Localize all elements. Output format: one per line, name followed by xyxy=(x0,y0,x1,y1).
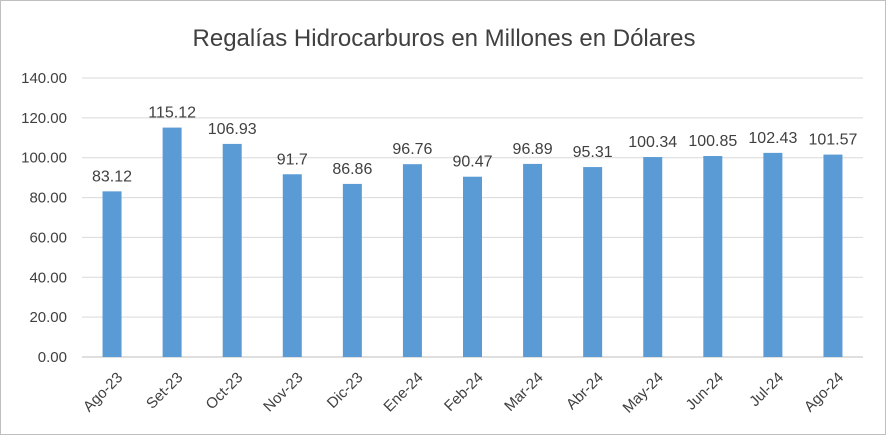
y-tick-label: 40.00 xyxy=(29,269,67,286)
x-tick-label: Jul-24 xyxy=(746,369,787,410)
data-label: 101.57 xyxy=(808,132,857,149)
x-tick-label: Nov-23 xyxy=(260,369,306,415)
chart-title: Regalías Hidrocarburos en Millones en Dó… xyxy=(193,25,696,52)
bar xyxy=(703,156,723,357)
x-tick-label: Jun-24 xyxy=(683,369,727,413)
bar xyxy=(463,176,482,357)
data-label: 90.47 xyxy=(452,154,492,171)
x-tick-label: Oct-23 xyxy=(203,369,247,413)
data-label: 96.89 xyxy=(513,141,553,158)
y-tick-label: 60.00 xyxy=(29,229,67,246)
x-tick-label: Feb-24 xyxy=(441,369,487,415)
data-label: 95.31 xyxy=(573,144,613,161)
bar xyxy=(583,167,603,357)
x-tick-label: Ene-24 xyxy=(380,369,426,415)
bars xyxy=(102,127,843,358)
data-label: 115.12 xyxy=(148,105,196,122)
bar xyxy=(222,143,242,357)
x-tick-label: Mar-24 xyxy=(501,369,547,415)
data-label: 96.76 xyxy=(392,141,432,158)
data-label: 100.85 xyxy=(688,133,737,150)
data-label: 83.12 xyxy=(92,168,132,185)
y-tick-label: 100.00 xyxy=(21,150,67,167)
y-axis-ticks: 0.00 20.00 40.00 60.00 80.00 100.00 120.00 140.… xyxy=(21,70,67,366)
bar xyxy=(282,174,302,357)
bar xyxy=(523,163,543,357)
data-label: 86.86 xyxy=(332,161,372,178)
bar xyxy=(763,152,783,357)
x-tick-label: Dic-23 xyxy=(324,369,367,412)
bar xyxy=(402,164,422,357)
data-label: 102.43 xyxy=(748,130,797,147)
bar xyxy=(162,127,182,358)
y-tick-label: 120.00 xyxy=(21,110,67,127)
data-label: 100.34 xyxy=(628,134,677,151)
bar xyxy=(823,154,843,357)
bar xyxy=(342,183,362,357)
x-tick-label: Set-23 xyxy=(143,369,186,412)
y-tick-label: 80.00 xyxy=(29,190,67,207)
data-label: 106.93 xyxy=(208,121,257,138)
y-tick-label: 20.00 xyxy=(29,309,67,326)
y-tick-label: 0.00 xyxy=(38,349,67,366)
data-labels: 83.12 115.12 106.93 91.7 86.86 96.76 90.47 96.8… xyxy=(92,105,858,186)
bar xyxy=(102,191,122,357)
x-tick-label: Ago-24 xyxy=(801,369,847,415)
bar xyxy=(643,157,663,357)
x-axis-ticks: Ago-23 Set-23 Oct-23 Nov-23 Dic-23 Ene-24 Feb-… xyxy=(80,369,847,416)
data-label: 91.7 xyxy=(277,151,308,168)
y-tick-label: 140.00 xyxy=(21,70,67,87)
x-tick-label: Abr-24 xyxy=(563,369,607,413)
x-tick-label: Ago-23 xyxy=(80,369,126,415)
x-tick-label: May-24 xyxy=(620,369,667,416)
